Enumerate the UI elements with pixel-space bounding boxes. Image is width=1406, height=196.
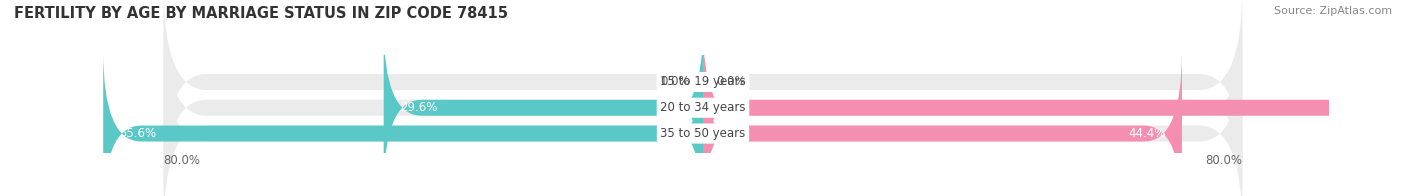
FancyBboxPatch shape [163,38,1243,196]
Text: 80.0%: 80.0% [1205,154,1243,167]
Text: 0.0%: 0.0% [661,75,690,88]
FancyBboxPatch shape [703,51,1182,196]
Text: 80.0%: 80.0% [163,154,201,167]
Text: 44.4%: 44.4% [1129,127,1166,140]
Text: 15 to 19 years: 15 to 19 years [661,75,745,88]
Text: 0.0%: 0.0% [716,75,745,88]
Text: 55.6%: 55.6% [120,127,156,140]
FancyBboxPatch shape [703,25,1406,190]
Text: 35 to 50 years: 35 to 50 years [661,127,745,140]
FancyBboxPatch shape [163,13,1243,196]
FancyBboxPatch shape [163,0,1243,177]
Text: Source: ZipAtlas.com: Source: ZipAtlas.com [1274,6,1392,16]
Text: 20 to 34 years: 20 to 34 years [661,101,745,114]
FancyBboxPatch shape [103,51,703,196]
FancyBboxPatch shape [384,25,703,190]
Text: 29.6%: 29.6% [399,101,437,114]
Text: FERTILITY BY AGE BY MARRIAGE STATUS IN ZIP CODE 78415: FERTILITY BY AGE BY MARRIAGE STATUS IN Z… [14,6,508,21]
